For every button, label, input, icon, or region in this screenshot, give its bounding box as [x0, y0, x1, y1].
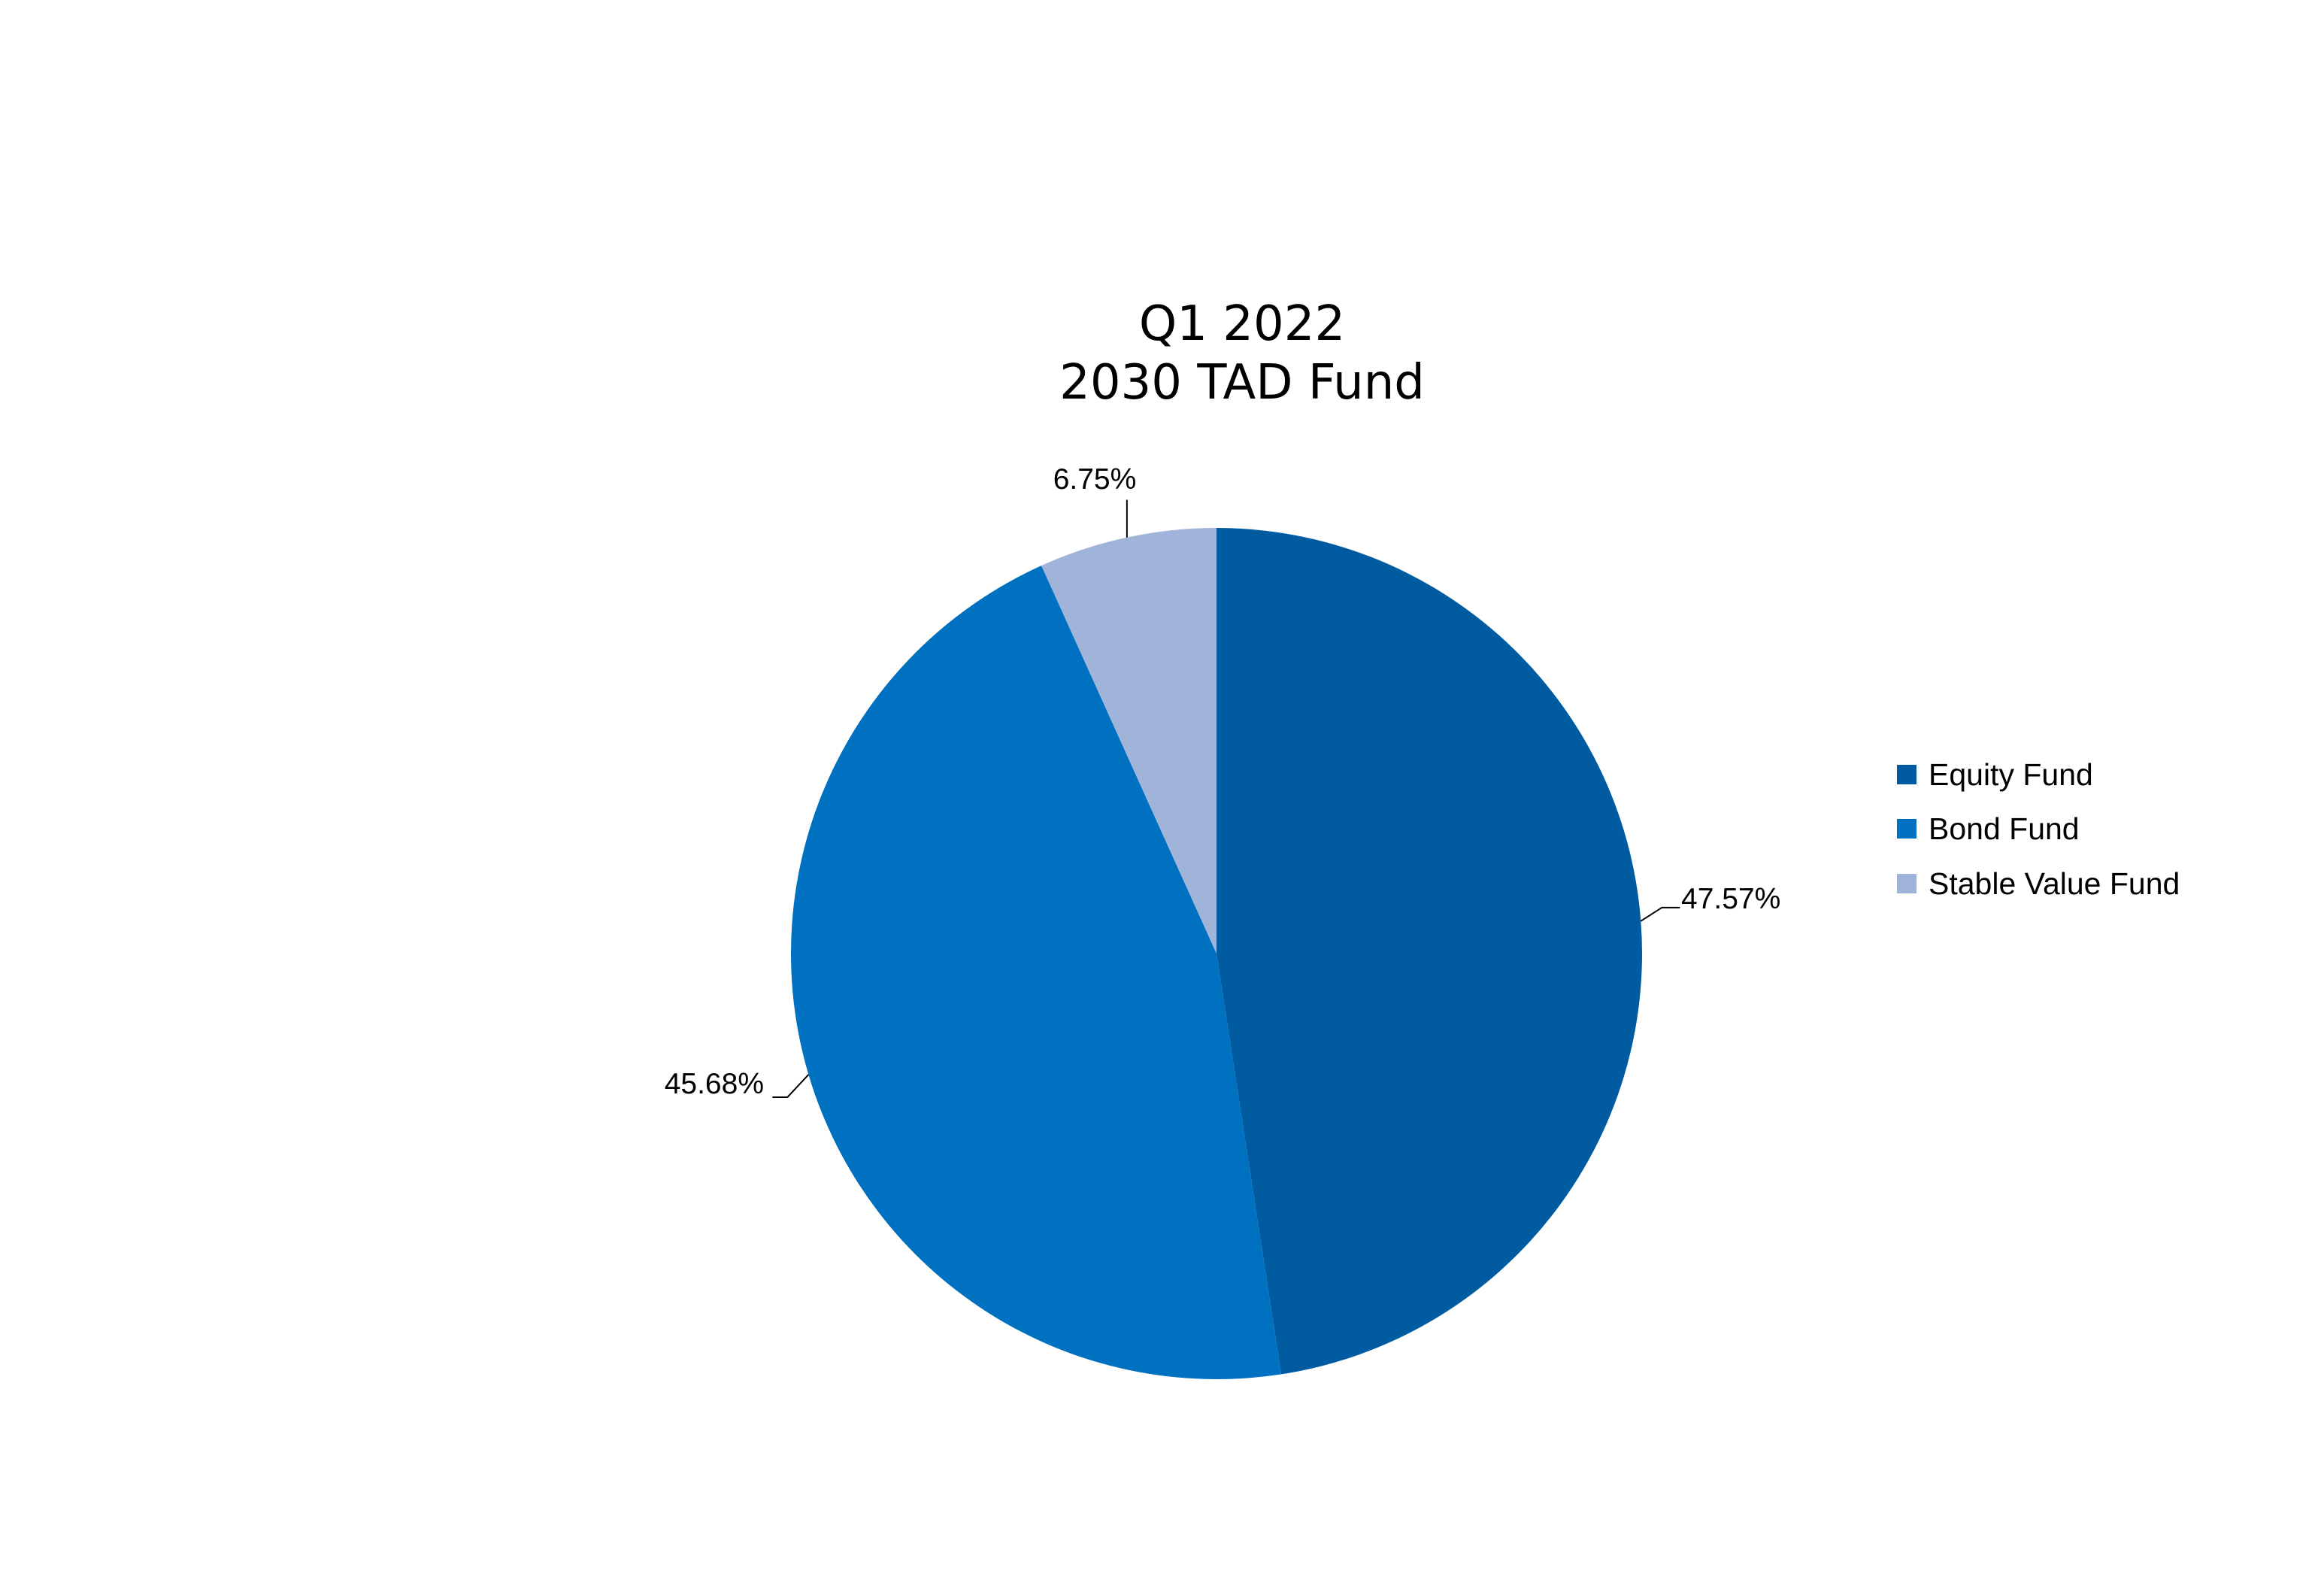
legend-swatch-stable-value-fund: [1897, 874, 1916, 893]
legend-label-bond-fund: Bond Fund: [1929, 811, 2080, 846]
legend-swatch-bond-fund: [1897, 819, 1916, 839]
data-label-stable-value-fund: 6.75%: [1053, 463, 1137, 496]
pie-slice-bond-fund: [791, 566, 1282, 1379]
legend-swatch-equity-fund: [1897, 765, 1916, 784]
leader-line-equity-fund: [1640, 906, 1680, 922]
chart-title-line-1: Q1 2022: [1139, 296, 1345, 352]
legend-label-equity-fund: Equity Fund: [1929, 757, 2093, 792]
legend: Equity Fund Bond Fund Stable Value Fund: [1897, 757, 2180, 901]
chart-title-line-2: 2030 TAD Fund: [1059, 355, 1425, 411]
data-label-equity-fund: 47.57%: [1681, 883, 1780, 915]
pie-slice-equity-fund: [1217, 528, 1643, 1375]
leader-lines: [772, 499, 1680, 1098]
legend-label-stable-value-fund: Stable Value Fund: [1929, 866, 2180, 901]
pie-slices: [791, 528, 1643, 1379]
pie-slice-stable-value-fund: [1041, 528, 1217, 954]
data-label-bond-fund: 45.68%: [665, 1068, 764, 1100]
leader-line-bond-fund: [772, 1074, 810, 1098]
